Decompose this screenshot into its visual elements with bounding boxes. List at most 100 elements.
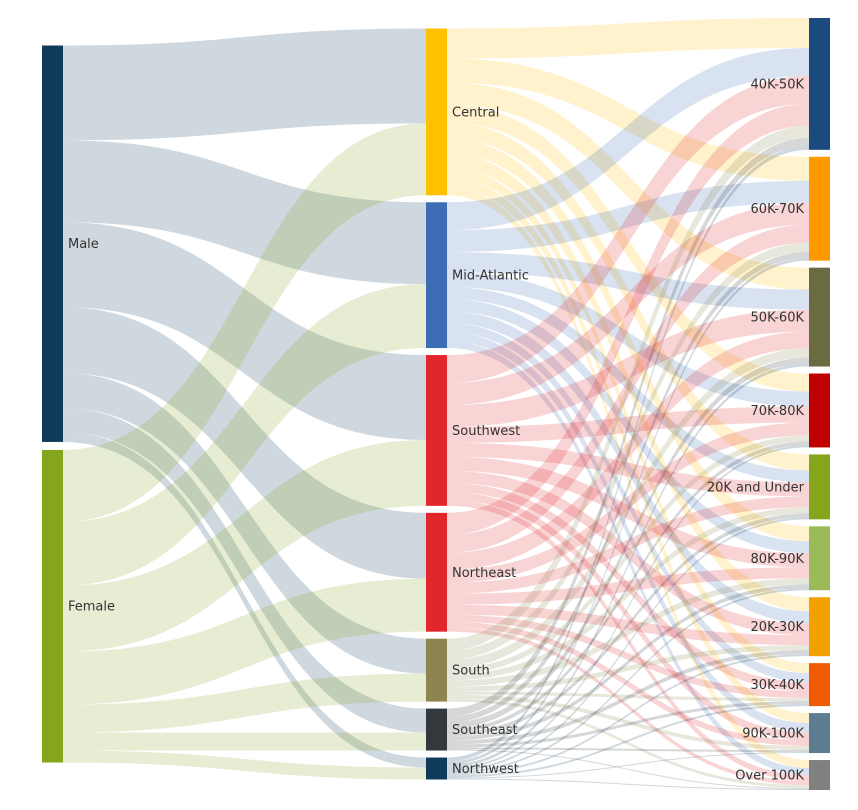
link-central-to-40k-50k[interactable]: [447, 18, 809, 59]
link-central-to-20k-and-under[interactable]: [447, 122, 809, 471]
link-northeast-to-20k-30k[interactable]: [447, 604, 809, 646]
link-northwest-to-70k-80k[interactable]: [447, 445, 809, 770]
link-southwest-to-over-100k[interactable]: [447, 499, 809, 782]
node-south[interactable]: [426, 638, 447, 702]
link-male-to-southeast[interactable]: [63, 407, 426, 733]
link-southwest-to-60k-70k[interactable]: [447, 202, 809, 405]
link-southeast-to-70k-80k[interactable]: [447, 441, 809, 733]
link-south-to-80k-90k[interactable]: [447, 578, 809, 687]
link-female-to-southwest[interactable]: [63, 439, 426, 652]
link-mid-atlantic-to-20k-30k[interactable]: [447, 311, 809, 624]
link-female-to-northwest[interactable]: [63, 750, 426, 780]
link-female-to-mid-atlantic[interactable]: [63, 284, 426, 586]
link-northwest-to-60k-70k[interactable]: [447, 257, 809, 765]
node-southeast[interactable]: [426, 708, 447, 751]
link-mid-atlantic-to-20k-and-under[interactable]: [447, 287, 809, 483]
link-southwest-to-20k-30k[interactable]: [447, 470, 809, 636]
link-male-to-southwest[interactable]: [63, 222, 426, 440]
link-northwest-to-over-100k[interactable]: [447, 778, 809, 790]
link-northeast-to-20k-and-under[interactable]: [447, 496, 809, 594]
link-central-to-over-100k[interactable]: [447, 187, 809, 769]
link-female-to-south[interactable]: [63, 673, 426, 733]
node-30k-40k[interactable]: [809, 663, 830, 707]
link-northwest-to-20k-30k[interactable]: [447, 654, 809, 776]
link-male-to-south[interactable]: [63, 373, 426, 674]
link-northwest-to-30k-40k[interactable]: [447, 704, 809, 778]
node-20k-30k[interactable]: [809, 597, 830, 657]
link-southwest-to-40k-50k[interactable]: [447, 75, 809, 384]
link-southeast-to-60k-70k[interactable]: [447, 251, 809, 723]
link-southwest-to-50k-60k[interactable]: [447, 309, 809, 427]
node-male[interactable]: [42, 45, 63, 442]
link-northwest-to-50k-60k[interactable]: [447, 363, 809, 768]
link-southeast-to-40k-50k[interactable]: [447, 137, 809, 717]
node-20k-and-under[interactable]: [809, 454, 830, 520]
link-northeast-to-40k-50k[interactable]: [447, 103, 809, 535]
link-southeast-to-20k-and-under[interactable]: [447, 513, 809, 737]
link-mid-atlantic-to-over-100k[interactable]: [447, 341, 809, 776]
link-male-to-mid-atlantic[interactable]: [63, 140, 426, 285]
link-northeast-to-60k-70k[interactable]: [447, 224, 809, 553]
link-mid-atlantic-to-40k-50k[interactable]: [447, 47, 809, 231]
node-female[interactable]: [42, 449, 63, 763]
node-70k-80k[interactable]: [809, 373, 830, 448]
node-central[interactable]: [426, 28, 447, 196]
link-northeast-to-over-100k[interactable]: [447, 627, 809, 786]
link-male-to-northwest[interactable]: [63, 431, 426, 768]
link-central-to-70k-80k[interactable]: [447, 104, 809, 392]
node-90k-100k[interactable]: [809, 713, 830, 754]
link-southeast-to-30k-40k[interactable]: [447, 701, 809, 748]
link-southeast-to-80k-90k[interactable]: [447, 584, 809, 741]
link-mid-atlantic-to-60k-70k[interactable]: [447, 180, 809, 253]
link-mid-atlantic-to-80k-90k[interactable]: [447, 299, 809, 554]
link-southeast-to-90k-100k[interactable]: [447, 747, 809, 753]
link-south-to-90k-100k[interactable]: [447, 694, 809, 751]
link-south-to-50k-60k[interactable]: [447, 348, 809, 669]
link-central-to-20k-30k[interactable]: [447, 153, 809, 612]
link-northeast-to-70k-80k[interactable]: [447, 422, 809, 583]
link-northeast-to-90k-100k[interactable]: [447, 621, 809, 747]
node-southwest[interactable]: [426, 355, 447, 506]
link-southwest-to-80k-90k[interactable]: [447, 456, 809, 568]
link-south-to-over-100k[interactable]: [447, 698, 809, 789]
link-northwest-to-80k-90k[interactable]: [447, 588, 809, 774]
link-female-to-southeast[interactable]: [63, 732, 426, 751]
link-female-to-northeast[interactable]: [63, 578, 426, 705]
link-male-to-central[interactable]: [63, 28, 426, 141]
node-80k-90k[interactable]: [809, 526, 830, 591]
link-southwest-to-30k-40k[interactable]: [447, 482, 809, 692]
node-60k-70k[interactable]: [809, 156, 830, 261]
link-central-to-80k-90k[interactable]: [447, 138, 809, 542]
link-southwest-to-20k-and-under[interactable]: [447, 442, 809, 497]
link-central-to-60k-70k[interactable]: [447, 58, 809, 181]
node-northwest[interactable]: [426, 757, 447, 780]
link-southeast-to-over-100k[interactable]: [447, 749, 809, 790]
link-south-to-20k-and-under[interactable]: [447, 507, 809, 681]
link-mid-atlantic-to-70k-80k[interactable]: [447, 272, 809, 407]
link-southeast-to-50k-60k[interactable]: [447, 357, 809, 729]
node-mid-atlantic[interactable]: [426, 202, 447, 349]
link-southwest-to-90k-100k[interactable]: [447, 491, 809, 741]
link-southeast-to-20k-30k[interactable]: [447, 650, 809, 745]
link-south-to-60k-70k[interactable]: [447, 242, 809, 660]
link-south-to-30k-40k[interactable]: [447, 691, 809, 702]
link-south-to-40k-50k[interactable]: [447, 125, 809, 651]
link-southwest-to-70k-80k[interactable]: [447, 406, 809, 443]
node-northeast[interactable]: [426, 512, 447, 632]
link-central-to-90k-100k[interactable]: [447, 177, 809, 724]
link-central-to-50k-60k[interactable]: [447, 82, 809, 290]
link-northeast-to-80k-90k[interactable]: [447, 567, 809, 605]
link-northwest-to-90k-100k[interactable]: [447, 752, 809, 779]
node-over-100k[interactable]: [809, 760, 830, 790]
link-south-to-70k-80k[interactable]: [447, 435, 809, 675]
node-40k-50k[interactable]: [809, 18, 830, 150]
link-south-to-20k-30k[interactable]: [447, 645, 809, 692]
link-central-to-30k-40k[interactable]: [447, 167, 809, 674]
link-northeast-to-50k-60k[interactable]: [447, 331, 809, 570]
link-male-to-northeast[interactable]: [63, 307, 426, 579]
link-mid-atlantic-to-50k-60k[interactable]: [447, 252, 809, 310]
link-mid-atlantic-to-90k-100k[interactable]: [447, 332, 809, 733]
link-mid-atlantic-to-30k-40k[interactable]: [447, 323, 809, 683]
link-northeast-to-30k-40k[interactable]: [447, 614, 809, 699]
link-female-to-central[interactable]: [63, 123, 426, 522]
